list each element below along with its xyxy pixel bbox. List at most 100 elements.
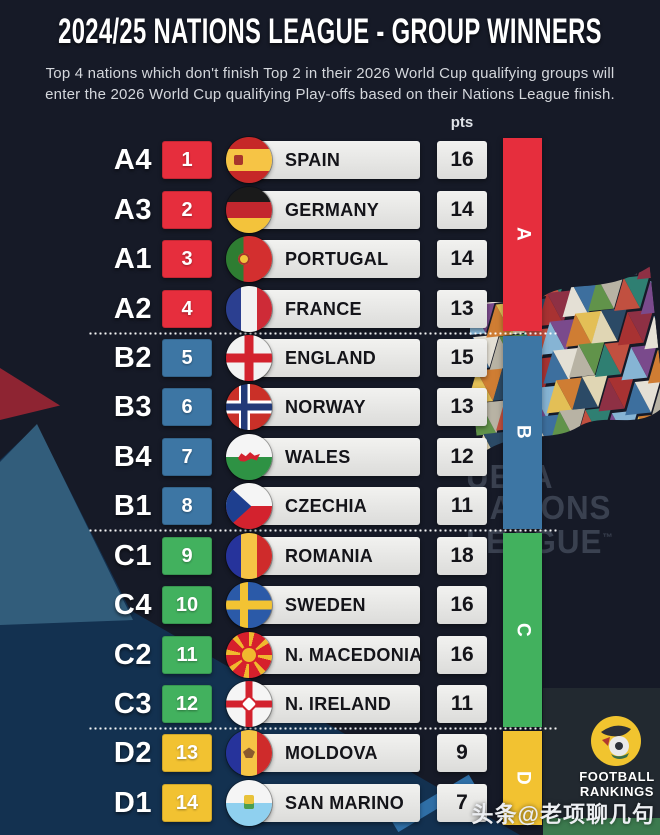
country-name: PORTUGAL	[285, 249, 389, 270]
table-row: A2 4 FRANCE 13	[0, 285, 660, 332]
rank-badge: 2	[162, 190, 212, 229]
background-photo-corner	[543, 688, 660, 835]
rank-badge: 5	[162, 339, 212, 378]
rank-badge: 1	[162, 141, 212, 180]
group-position-label: C1	[113, 539, 152, 572]
country-pill: ROMANIA	[245, 536, 420, 575]
country-name: SPAIN	[285, 150, 341, 171]
table-row: A4 1 SPAIN 16	[0, 137, 660, 184]
country-pill: N. MACEDONIA	[245, 635, 423, 674]
table-row: C1 9 ROMANIA 18	[0, 532, 660, 579]
country-pill: FRANCE	[245, 289, 420, 328]
points-value: 9	[437, 734, 487, 773]
country-pill: PORTUGAL	[245, 240, 420, 279]
football-rankings-wordmark: FOOTBALL RANKINGS	[560, 769, 660, 799]
table-row: C2 11 N. MACEDONIA 16	[0, 631, 660, 678]
group-position-label: B4	[113, 440, 152, 473]
country-name: SAN MARINO	[285, 792, 404, 813]
country-name: ROMANIA	[285, 545, 374, 566]
flag-icon-norway	[226, 384, 272, 431]
country-name: MOLDOVA	[285, 743, 378, 764]
group-position-label: D2	[113, 737, 152, 770]
group-letter: D	[512, 770, 534, 786]
group-position-label: B1	[113, 490, 152, 523]
group-bar-c: C	[503, 533, 542, 727]
country-pill: GERMANY	[245, 190, 420, 229]
points-value: 14	[437, 240, 487, 279]
table-row: C3 12 N. IRELAND 11	[0, 681, 660, 728]
group-bar-b: B	[503, 335, 542, 529]
background-green-band	[543, 818, 660, 835]
flag-icon-germany	[226, 186, 272, 233]
subtitle: Top 4 nations which don't finish Top 2 i…	[0, 63, 660, 105]
flag-icon-england	[226, 335, 272, 382]
points-column-header: pts	[450, 114, 474, 131]
flag-icon-n-ireland	[226, 681, 272, 728]
points-value: 16	[437, 586, 487, 625]
country-pill: MOLDOVA	[245, 734, 420, 773]
table-row: D2 13 MOLDOVA 9	[0, 730, 660, 777]
brand-line-football: FOOTBALL	[579, 769, 655, 784]
country-pill: WALES	[245, 437, 420, 476]
points-value: 16	[437, 635, 487, 674]
table-row: A1 3 PORTUGAL 14	[0, 236, 660, 283]
subtitle-line-1: Top 4 nations which don't finish Top 2 i…	[45, 65, 615, 82]
group-position-label: A1	[113, 243, 152, 276]
flag-icon-n-macedonia	[226, 631, 272, 678]
rank-badge: 8	[162, 487, 212, 526]
rank-badge: 7	[162, 437, 212, 476]
group-separator	[88, 331, 558, 335]
country-pill: SAN MARINO	[245, 783, 420, 822]
flag-icon-moldova	[226, 730, 272, 777]
group-position-label: C4	[113, 589, 152, 622]
country-pill: NORWAY	[245, 388, 420, 427]
rank-badge: 3	[162, 240, 212, 279]
flag-icon-san-marino	[226, 779, 272, 826]
country-name: WALES	[285, 446, 351, 467]
table-row: C4 10 SWEDEN 16	[0, 582, 660, 629]
country-pill: SWEDEN	[245, 586, 420, 625]
table-row: B4 7 WALES 12	[0, 433, 660, 480]
group-letter: B	[512, 424, 534, 440]
country-name: NORWAY	[285, 397, 366, 418]
points-value: 16	[437, 141, 487, 180]
group-position-label: C2	[113, 638, 152, 671]
country-name: GERMANY	[285, 199, 380, 220]
table-row: D1 14 SAN MARINO 7	[0, 779, 660, 826]
rank-badge: 13	[162, 734, 212, 773]
table-row: B2 5 ENGLAND 15	[0, 335, 660, 382]
subtitle-line-2: enter the 2026 World Cup qualifying Play…	[45, 86, 615, 103]
points-value: 12	[437, 437, 487, 476]
table-row: B3 6 NORWAY 13	[0, 384, 660, 431]
country-pill: SPAIN	[245, 141, 420, 180]
points-value: 11	[437, 685, 487, 724]
country-name: ENGLAND	[285, 348, 377, 369]
rank-badge: 11	[162, 635, 212, 674]
rank-badge: 6	[162, 388, 212, 427]
flag-icon-czechia	[226, 483, 272, 530]
toutiao-watermark: 头条@老项聊几句	[471, 802, 655, 827]
country-name: N. IRELAND	[285, 694, 391, 715]
football-rankings-logo	[591, 716, 641, 766]
group-position-label: A4	[113, 144, 152, 177]
group-separator	[88, 727, 558, 731]
points-value: 15	[437, 339, 487, 378]
flag-icon-portugal	[226, 236, 272, 283]
group-position-label: D1	[113, 786, 152, 819]
table-row: A3 2 GERMANY 14	[0, 186, 660, 233]
rank-badge: 10	[162, 586, 212, 625]
brand-line-rankings: RANKINGS	[579, 784, 655, 799]
country-name: N. MACEDONIA	[285, 644, 423, 665]
rank-badge: 12	[162, 685, 212, 724]
country-pill: N. IRELAND	[245, 685, 420, 724]
group-letter: A	[512, 227, 534, 242]
country-name: FRANCE	[285, 298, 362, 319]
country-pill: CZECHIA	[245, 487, 420, 526]
points-value: 13	[437, 388, 487, 427]
points-value: 7	[437, 783, 487, 822]
points-value: 13	[437, 289, 487, 328]
flag-icon-france	[226, 285, 272, 332]
points-value: 11	[437, 487, 487, 526]
country-pill: ENGLAND	[245, 339, 420, 378]
